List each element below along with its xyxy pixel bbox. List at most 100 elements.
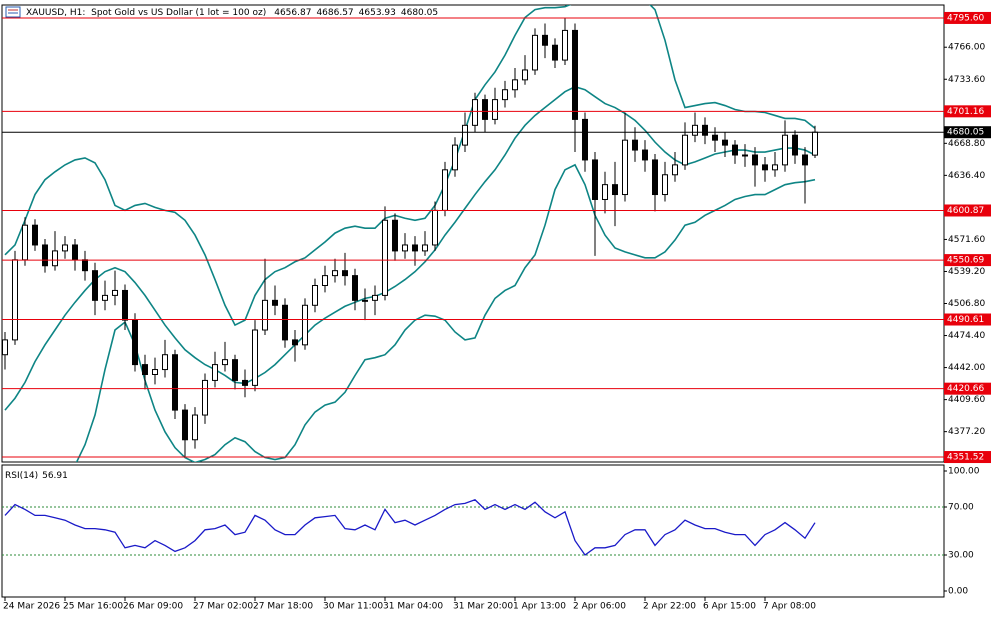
candle-body (692, 124, 698, 136)
candle-body (742, 154, 748, 157)
x-tick-label: 2 Apr 06:00 (573, 602, 626, 612)
candle-body (622, 139, 628, 196)
candle-body (252, 329, 258, 386)
candle-body (142, 364, 148, 375)
candle-body (602, 184, 608, 200)
candle-body (632, 139, 638, 151)
rsi-panel (1, 464, 945, 598)
level-label: 4420.66 (947, 384, 984, 394)
candle-body (452, 144, 458, 171)
candle-body (262, 299, 268, 331)
candle-body (792, 134, 798, 156)
candle-body (192, 414, 198, 441)
candle-body (102, 294, 108, 301)
candle-body (212, 364, 218, 381)
level-label-box (944, 204, 991, 217)
level-label-box (944, 313, 991, 326)
candle-body (402, 244, 408, 252)
candle-body (372, 294, 378, 301)
x-tick-label: 6 Apr 15:00 (703, 602, 756, 612)
candle-body (352, 275, 358, 301)
candle-body (32, 224, 38, 246)
candle-body (52, 250, 58, 267)
candle-body (502, 89, 508, 101)
candle-body (422, 244, 428, 252)
rsi-value: 56.91 (42, 471, 68, 481)
level-label: 4795.60 (947, 13, 984, 23)
candle-body (592, 159, 598, 200)
candle-body (712, 134, 718, 141)
x-tick-label: 27 Mar 02:00 (193, 602, 253, 612)
candle-body (172, 354, 178, 411)
y-tick-label: 4539.20 (948, 267, 985, 277)
x-tick-label: 26 Mar 09:00 (123, 602, 183, 612)
candle-body (62, 244, 68, 252)
candle-body (552, 44, 558, 61)
open-value: 4656.87 (274, 8, 311, 18)
x-tick-label: 24 Mar 2026 (3, 602, 60, 612)
candle-body (342, 270, 348, 277)
candle-body (482, 99, 488, 120)
candle-body (112, 289, 118, 296)
candle-body (42, 244, 48, 267)
candle-body (412, 244, 418, 252)
candle-body (382, 219, 388, 296)
candle-body (812, 131, 818, 156)
current-price-box (944, 126, 991, 139)
level-label: 4550.69 (947, 256, 984, 266)
bollinger-lower (75, 163, 816, 462)
level-label-box (944, 382, 991, 395)
y-tick-label: 4506.80 (948, 299, 985, 309)
candle-body (652, 159, 658, 196)
low-value: 4653.93 (359, 8, 396, 18)
x-tick-label: 27 Mar 18:00 (253, 602, 313, 612)
price-plot (2, 5, 818, 462)
level-label: 4351.52 (947, 453, 984, 463)
y-tick-label: 30.00 (948, 551, 974, 561)
candle-body (442, 169, 448, 211)
candle-body (572, 29, 578, 120)
level-label-box (944, 11, 991, 24)
candle-body (132, 319, 138, 366)
candle-body (722, 139, 728, 146)
close-value: 4680.05 (401, 8, 438, 18)
candle-body (782, 134, 788, 166)
high-value: 4686.57 (316, 8, 353, 18)
y-tick-label: 4668.80 (948, 139, 985, 149)
y-tick-label: 4442.00 (948, 363, 985, 373)
y-tick-label: 4474.40 (948, 331, 985, 341)
y-tick-label: 4571.60 (948, 235, 985, 245)
candle-body (312, 285, 318, 306)
candle-body (802, 154, 808, 166)
candle-body (662, 174, 668, 196)
candle-body (542, 34, 548, 46)
x-tick-label: 25 Mar 16:00 (63, 602, 123, 612)
candle-body (222, 359, 228, 366)
y-tick-label: 4636.40 (948, 171, 985, 181)
x-tick-label: 2 Apr 22:00 (643, 602, 696, 612)
candle-body (152, 369, 158, 375)
level-label-box (944, 105, 991, 118)
level-label-box (944, 254, 991, 267)
y-tick-label: 4409.60 (948, 395, 985, 405)
candle-body (292, 339, 298, 346)
candle-body (92, 270, 98, 301)
rsi-header: RSI(14) 56.91 (5, 471, 68, 481)
candle-body (772, 164, 778, 171)
candle-body (82, 259, 88, 272)
rsi-line (4, 499, 816, 556)
candle-body (332, 270, 338, 277)
level-label-box (944, 451, 991, 464)
candle-body (512, 79, 518, 91)
rsi-plot (2, 499, 944, 556)
price-panel (1, 4, 945, 463)
bollinger-upper (4, 5, 816, 327)
symbol-info: XAUUSD, H1: Spot Gold vs US Dollar (1 lo… (26, 8, 266, 18)
rsi-title: RSI(14) (5, 471, 38, 481)
y-tick-label: 4377.20 (948, 427, 985, 437)
candle-body (752, 154, 758, 166)
symbol-icon (5, 6, 21, 18)
candle-body (702, 124, 708, 136)
level-label: 4701.16 (947, 107, 984, 117)
